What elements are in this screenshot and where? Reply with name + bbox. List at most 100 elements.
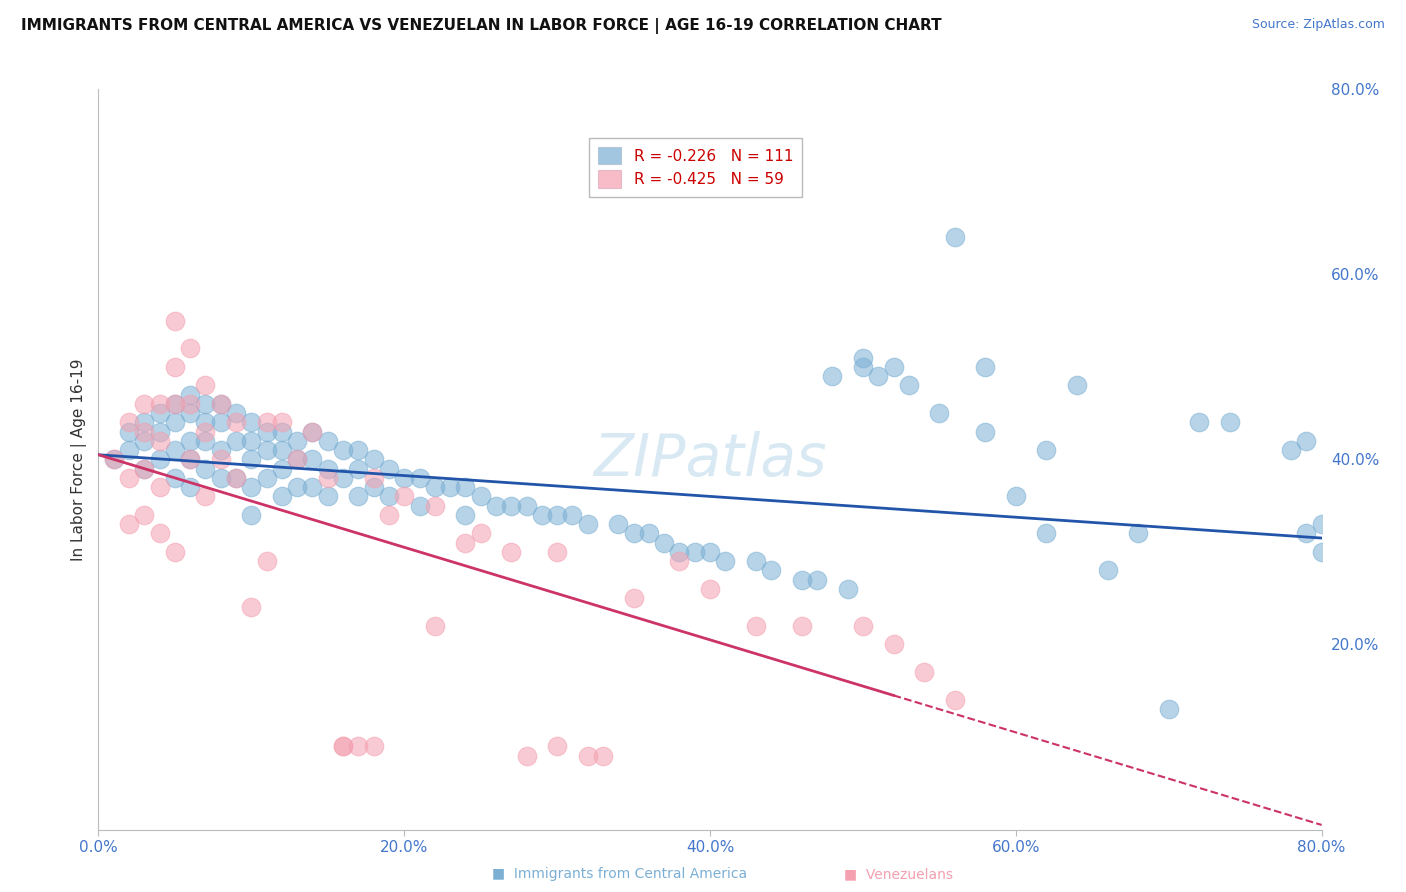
Point: [194, 397, 217, 411]
Point: [1157, 702, 1180, 716]
Point: [149, 434, 172, 448]
Point: [1188, 416, 1211, 430]
Point: [134, 416, 156, 430]
Point: [194, 378, 217, 392]
Point: [363, 739, 385, 754]
Point: [943, 693, 966, 707]
Point: [501, 545, 523, 559]
Point: [285, 434, 308, 448]
Point: [149, 526, 172, 541]
Point: [256, 425, 278, 439]
Point: [240, 480, 263, 494]
Point: [163, 443, 186, 458]
Point: [225, 406, 247, 420]
Point: [668, 545, 690, 559]
Point: [1310, 545, 1333, 559]
Point: [423, 499, 446, 513]
Point: [1279, 443, 1302, 458]
Point: [347, 461, 370, 475]
Point: [316, 461, 339, 475]
Point: [837, 582, 859, 596]
Point: [378, 461, 401, 475]
Point: [316, 471, 339, 485]
Point: [454, 508, 477, 522]
Point: [1128, 526, 1150, 541]
Point: [209, 452, 232, 467]
Point: [378, 490, 401, 504]
Text: Source: ZipAtlas.com: Source: ZipAtlas.com: [1251, 18, 1385, 31]
Point: [316, 490, 339, 504]
Point: [454, 480, 477, 494]
Point: [103, 452, 125, 467]
Point: [1004, 490, 1026, 504]
Point: [134, 397, 156, 411]
Point: [806, 573, 828, 587]
Point: [163, 545, 186, 559]
Point: [179, 480, 201, 494]
Point: [546, 508, 568, 522]
Point: [546, 545, 568, 559]
Point: [225, 416, 247, 430]
Point: [240, 600, 263, 615]
Point: [163, 471, 186, 485]
Point: [256, 554, 278, 568]
Point: [470, 526, 492, 541]
Point: [163, 416, 186, 430]
Point: [392, 471, 416, 485]
Point: [270, 425, 292, 439]
Text: IMMIGRANTS FROM CENTRAL AMERICA VS VENEZUELAN IN LABOR FORCE | AGE 16-19 CORRELA: IMMIGRANTS FROM CENTRAL AMERICA VS VENEZ…: [21, 18, 942, 34]
Point: [209, 416, 232, 430]
Point: [378, 508, 401, 522]
Point: [194, 434, 217, 448]
Y-axis label: In Labor Force | Age 16-19: In Labor Force | Age 16-19: [72, 358, 87, 561]
Point: [134, 508, 156, 522]
Point: [928, 406, 950, 420]
Point: [408, 499, 430, 513]
Point: [332, 739, 354, 754]
Point: [561, 508, 583, 522]
Point: [745, 554, 768, 568]
Point: [530, 508, 553, 522]
Point: [1295, 434, 1317, 448]
Point: [285, 452, 308, 467]
Point: [607, 517, 630, 532]
Point: [163, 313, 186, 327]
Point: [408, 471, 430, 485]
Point: [1035, 443, 1057, 458]
Point: [225, 471, 247, 485]
Point: [179, 434, 201, 448]
Point: [209, 397, 232, 411]
Point: [883, 359, 905, 374]
Point: [714, 554, 737, 568]
Point: [852, 619, 875, 633]
Legend: R = -0.226   N = 111, R = -0.425   N = 59: R = -0.226 N = 111, R = -0.425 N = 59: [589, 137, 803, 197]
Point: [363, 471, 385, 485]
Point: [745, 619, 768, 633]
Point: [1097, 564, 1119, 578]
Point: [179, 452, 201, 467]
Point: [852, 359, 875, 374]
Point: [301, 480, 323, 494]
Point: [454, 535, 477, 549]
Point: [179, 452, 201, 467]
Point: [699, 545, 721, 559]
Point: [652, 535, 675, 549]
Point: [576, 517, 599, 532]
Point: [149, 397, 172, 411]
Point: [790, 619, 813, 633]
Text: ■  Immigrants from Central America: ■ Immigrants from Central America: [492, 867, 747, 881]
Point: [470, 490, 492, 504]
Text: ■  Venezuelans: ■ Venezuelans: [844, 867, 953, 881]
Point: [209, 443, 232, 458]
Point: [149, 480, 172, 494]
Point: [974, 359, 997, 374]
Point: [103, 452, 125, 467]
Point: [285, 452, 308, 467]
Point: [225, 434, 247, 448]
Point: [912, 665, 935, 680]
Point: [240, 452, 263, 467]
Point: [179, 397, 201, 411]
Point: [163, 359, 186, 374]
Point: [347, 490, 370, 504]
Point: [668, 554, 690, 568]
